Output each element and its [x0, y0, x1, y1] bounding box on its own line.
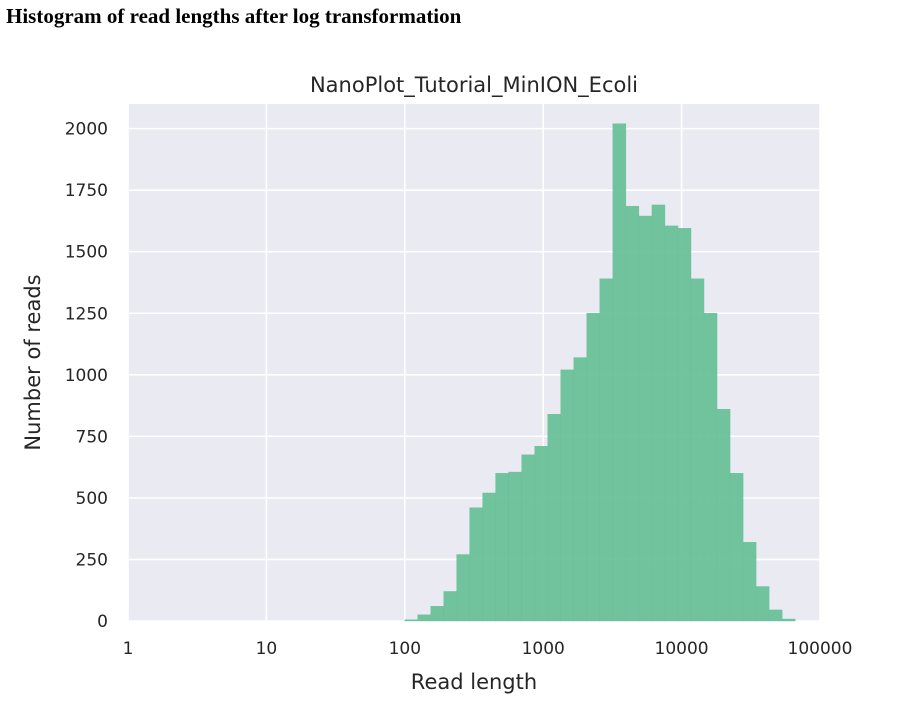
- histogram-bar: [768, 609, 783, 622]
- y-tick-label: 2000: [65, 120, 108, 140]
- histogram-bar: [521, 454, 535, 622]
- y-tick-label: 500: [76, 489, 108, 509]
- chart-title: NanoPlot_Tutorial_MinION_Ecoli: [310, 73, 638, 98]
- y-tick-label: 750: [76, 427, 108, 447]
- x-tick-label: 100: [389, 639, 421, 659]
- histogram-bar: [729, 473, 744, 622]
- page-heading: Histogram of read lengths after log tran…: [6, 4, 462, 28]
- histogram-bar: [599, 278, 614, 622]
- histogram-bar: [560, 369, 574, 622]
- x-tick-labels: 1 10 100 1000 10000 100000: [123, 639, 853, 659]
- histogram-bar: [534, 446, 548, 622]
- histogram-bar: [781, 618, 796, 622]
- histogram-bar: [638, 215, 653, 622]
- histogram-bar: [703, 313, 718, 622]
- histogram-bar: [755, 586, 770, 622]
- y-tick-labels: 0 250 500 750 1000 1250 1500 1750 2000: [65, 120, 108, 632]
- histogram-bar: [716, 409, 731, 622]
- histogram-bar: [625, 205, 640, 622]
- y-axis-label: Number of reads: [21, 274, 45, 450]
- y-tick-label: 250: [76, 550, 108, 570]
- y-tick-label: 1250: [65, 304, 108, 324]
- histogram-bar: [547, 414, 561, 622]
- x-tick-label: 1: [123, 639, 134, 659]
- histogram-bar: [690, 278, 705, 622]
- histogram-bar: [404, 619, 418, 622]
- histogram-bar: [469, 507, 483, 622]
- histogram-bar: [677, 228, 692, 622]
- histogram-bar: [456, 554, 470, 622]
- histogram-bar: [495, 473, 509, 622]
- y-tick-label: 1500: [65, 243, 108, 263]
- histogram-bar: [417, 614, 431, 622]
- y-tick-label: 1000: [65, 366, 108, 386]
- histogram-bars: [404, 123, 796, 622]
- x-axis-label: Read length: [411, 670, 537, 694]
- histogram-bar: [430, 606, 444, 622]
- x-tick-label: 10000: [655, 639, 709, 659]
- histogram-bar: [742, 542, 757, 622]
- x-tick-label: 10: [256, 639, 278, 659]
- histogram-bar: [482, 492, 496, 622]
- histogram-bar: [508, 471, 522, 622]
- histogram-bar: [664, 225, 679, 622]
- x-tick-label: 100000: [788, 639, 853, 659]
- histogram-bar: [651, 204, 666, 622]
- x-tick-label: 1000: [522, 639, 565, 659]
- histogram-bar: [443, 591, 457, 622]
- histogram-bar: [573, 357, 587, 622]
- y-tick-label: 0: [97, 612, 108, 632]
- histogram-bar: [586, 313, 601, 622]
- histogram-bar: [612, 123, 627, 622]
- y-tick-label: 1750: [65, 181, 108, 201]
